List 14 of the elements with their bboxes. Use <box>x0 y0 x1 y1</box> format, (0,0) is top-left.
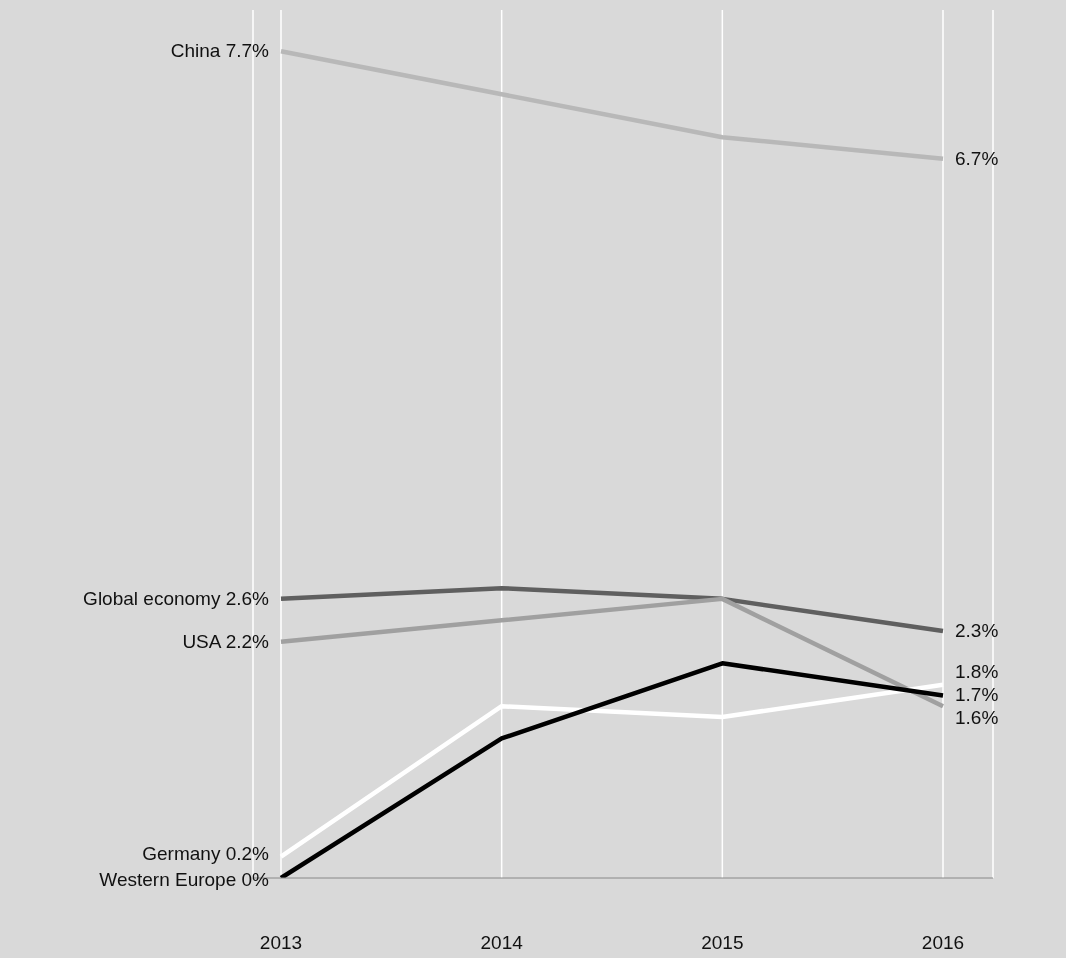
x-tick-label: 2013 <box>259 932 303 954</box>
data-label: 2.3% <box>955 620 999 642</box>
data-label: 1.7% <box>955 684 999 706</box>
text: Global economy 2.6% <box>83 587 269 609</box>
text: Germany 0.2% <box>142 843 269 865</box>
x-tick-label: 2015 <box>701 932 744 954</box>
text: USA 2.2% <box>182 630 269 652</box>
data-label: 1.6% <box>955 707 999 729</box>
text: Western Europe 0% <box>99 869 269 891</box>
x-tick-label: 2016 <box>921 932 965 954</box>
text: China 7.7% <box>170 40 269 62</box>
data-label: 1.8% <box>955 661 999 683</box>
data-label: 6.7% <box>955 147 999 169</box>
x-tick-label: 2014 <box>480 932 524 954</box>
